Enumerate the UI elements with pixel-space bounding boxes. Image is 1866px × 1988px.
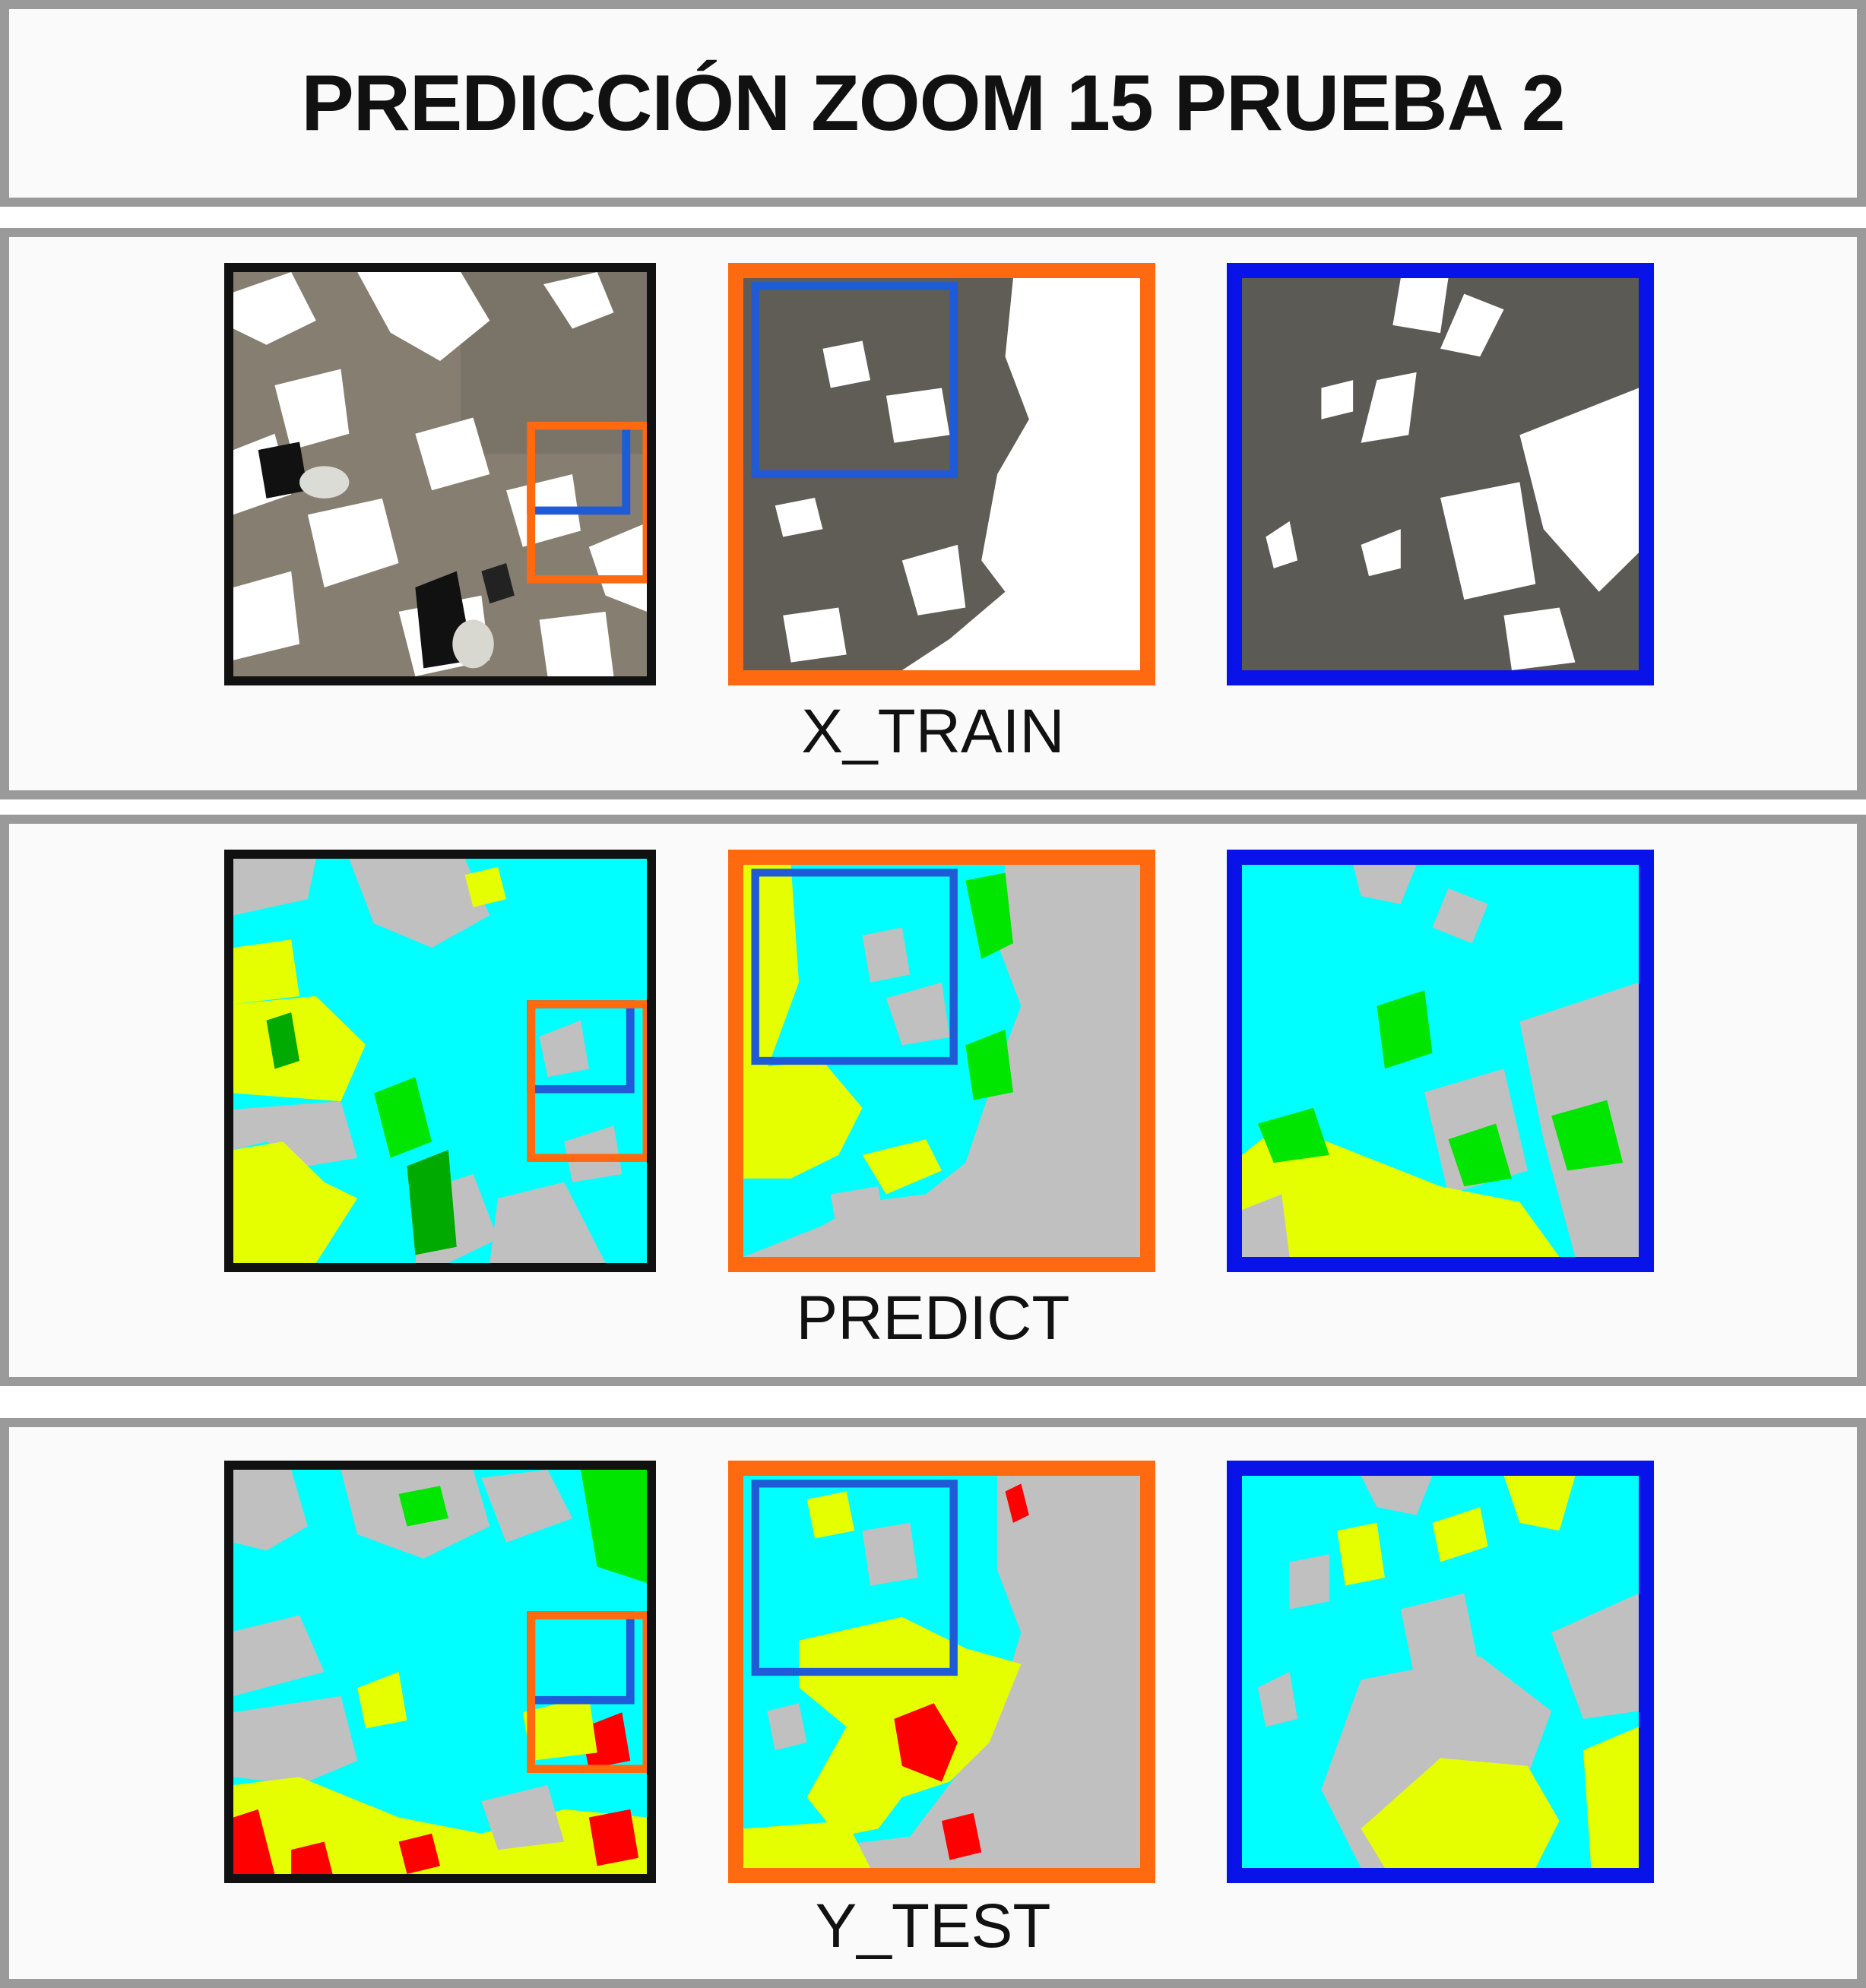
y-test-orange-zoom-image bbox=[728, 1461, 1155, 1883]
row-y-test: Y_TEST bbox=[0, 1418, 1866, 1988]
y-test-blue-zoom-image bbox=[1227, 1461, 1654, 1883]
y-test-overview-image bbox=[224, 1461, 656, 1883]
predict-overview-image bbox=[224, 850, 656, 1272]
predict-blue-zoom-image bbox=[1227, 850, 1654, 1272]
title-panel: PREDICCIÓN ZOOM 15 PRUEBA 2 bbox=[0, 0, 1866, 207]
row-label-predict: PREDICT bbox=[796, 1284, 1070, 1353]
x-train-overview-image bbox=[224, 263, 656, 685]
row-predict: PREDICT bbox=[0, 815, 1866, 1386]
row-label-x-train: X_TRAIN bbox=[801, 697, 1065, 766]
page-title: PREDICCIÓN ZOOM 15 PRUEBA 2 bbox=[301, 59, 1565, 147]
x-train-orange-zoom-image bbox=[728, 263, 1155, 685]
x-train-blue-zoom-image bbox=[1227, 263, 1654, 685]
row-label-y-test: Y_TEST bbox=[815, 1891, 1051, 1961]
row-x-train: X_TRAIN bbox=[0, 228, 1866, 799]
predict-orange-zoom-image bbox=[728, 850, 1155, 1272]
